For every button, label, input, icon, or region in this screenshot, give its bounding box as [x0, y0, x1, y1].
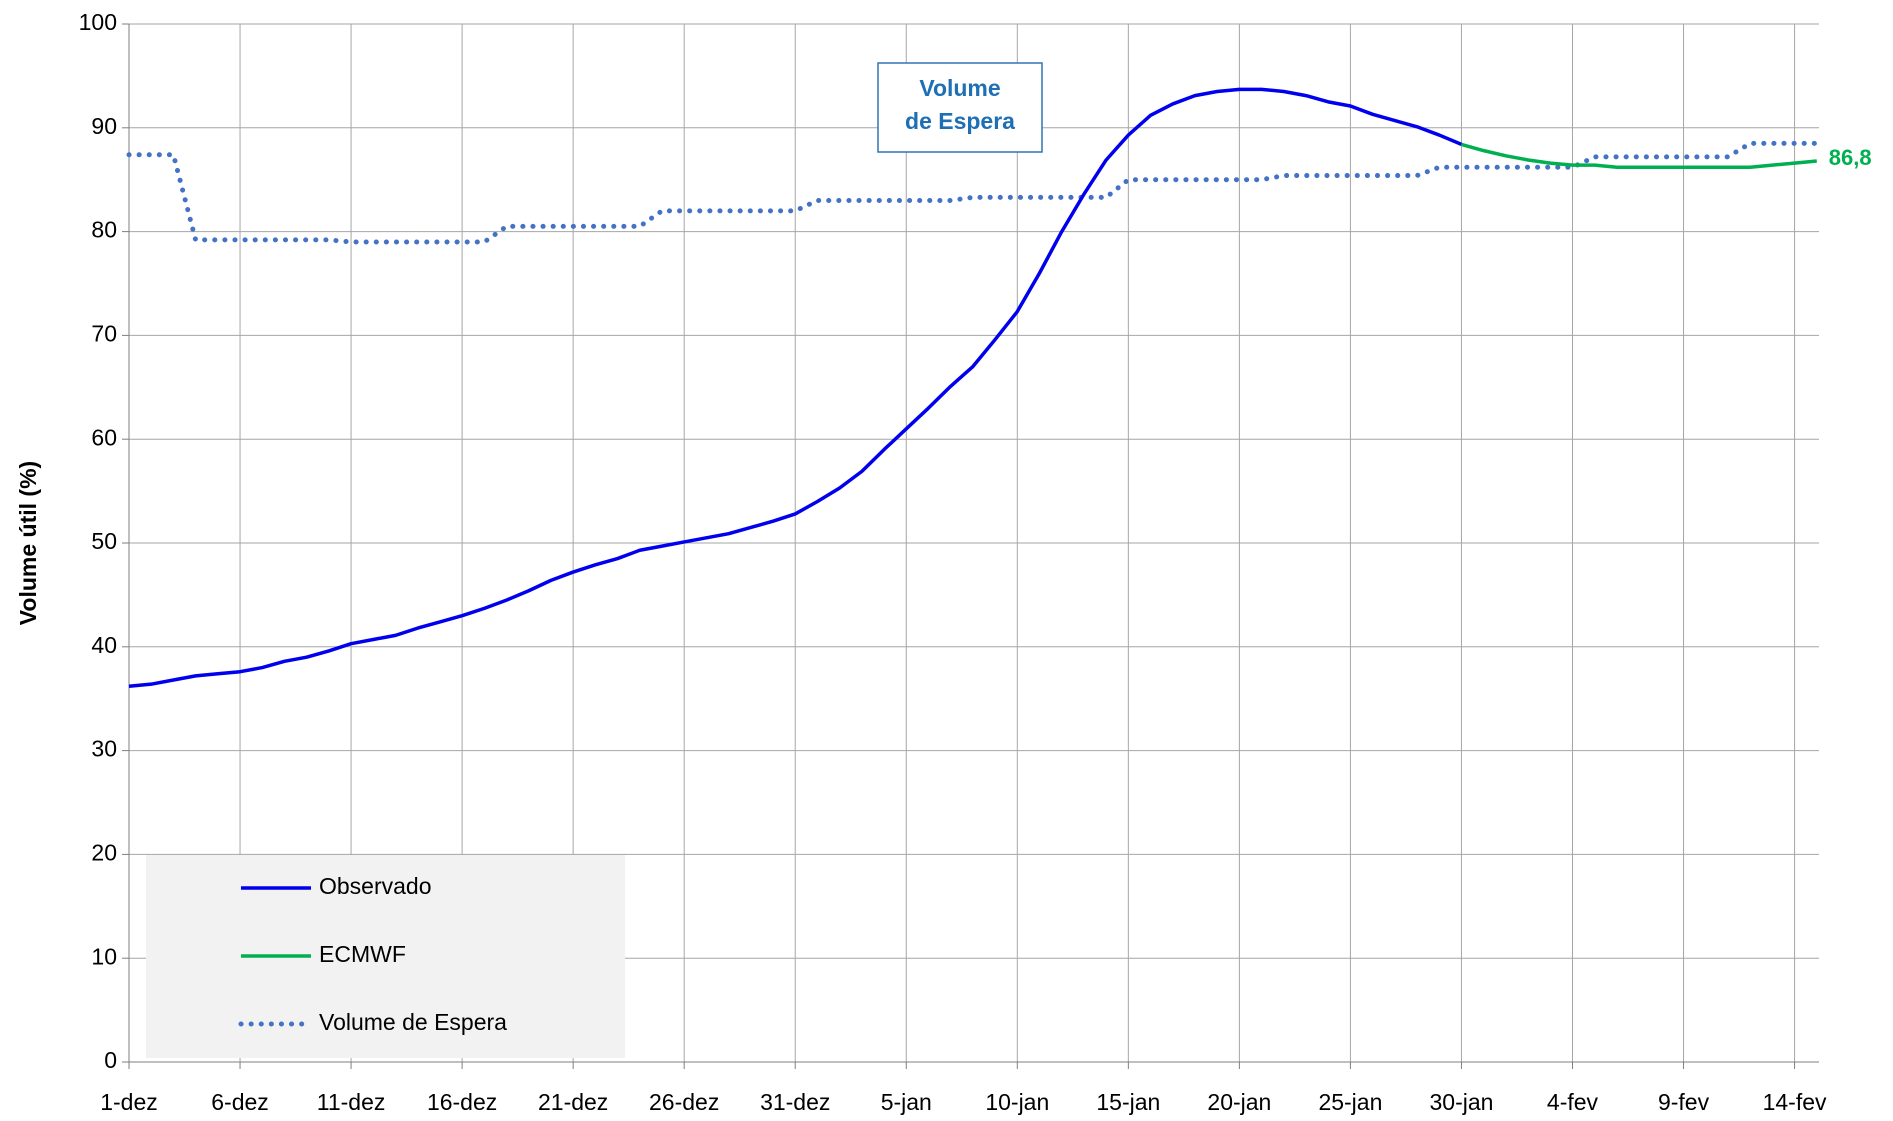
x-tick-label: 26-dez — [649, 1089, 719, 1115]
x-tick-label: 21-dez — [538, 1089, 608, 1115]
x-tick-label: 4-fev — [1547, 1089, 1599, 1115]
x-tick-label: 1-dez — [100, 1089, 158, 1115]
y-tick-label: 20 — [91, 839, 117, 865]
x-tick-label: 31-dez — [760, 1089, 830, 1115]
line-series — [1460, 142, 1817, 169]
line-series — [126, 140, 1820, 245]
y-tick-label: 10 — [91, 943, 117, 969]
y-tick-label: 0 — [104, 1047, 117, 1073]
x-tick-label: 20-jan — [1207, 1089, 1271, 1115]
legend-label: Volume de Espera — [319, 1009, 507, 1035]
y-tick-label: 100 — [79, 9, 117, 35]
x-tick-label: 25-jan — [1318, 1089, 1382, 1115]
legend-box — [146, 855, 625, 1058]
line-series — [128, 87, 1463, 688]
annotation: de Espera — [905, 108, 1015, 134]
annotation-box — [877, 62, 1043, 153]
x-tick-label: 11-dez — [317, 1089, 386, 1115]
x-tick-label: 5-jan — [881, 1089, 932, 1115]
x-tick-label: 15-jan — [1096, 1089, 1160, 1115]
x-tick-label: 14-fev — [1763, 1089, 1827, 1115]
y-tick-label: 80 — [91, 217, 117, 243]
y-axis-label: Volume útil (%) — [15, 461, 41, 625]
y-tick-label: 60 — [91, 424, 117, 450]
legend-label: Observado — [319, 873, 432, 899]
data-label: 86,8 — [1829, 145, 1872, 170]
x-tick-label: 6-dez — [211, 1089, 269, 1115]
x-tick-label: 10-jan — [985, 1089, 1049, 1115]
legend: Observado ECMWF Volume de Espera — [146, 855, 625, 1058]
legend-label: ECMWF — [319, 941, 406, 967]
y-tick-label: 40 — [91, 632, 117, 658]
y-tick-label: 50 — [91, 528, 117, 554]
y-tick-label: 90 — [91, 113, 117, 139]
y-tick-label: 70 — [91, 320, 117, 346]
y-tick-label: 30 — [91, 736, 117, 762]
x-tick-label: 9-fev — [1658, 1089, 1710, 1115]
x-tick-label: 30-jan — [1429, 1089, 1493, 1115]
annotation: Volume — [919, 75, 1000, 101]
x-tick-label: 16-dez — [427, 1089, 497, 1115]
